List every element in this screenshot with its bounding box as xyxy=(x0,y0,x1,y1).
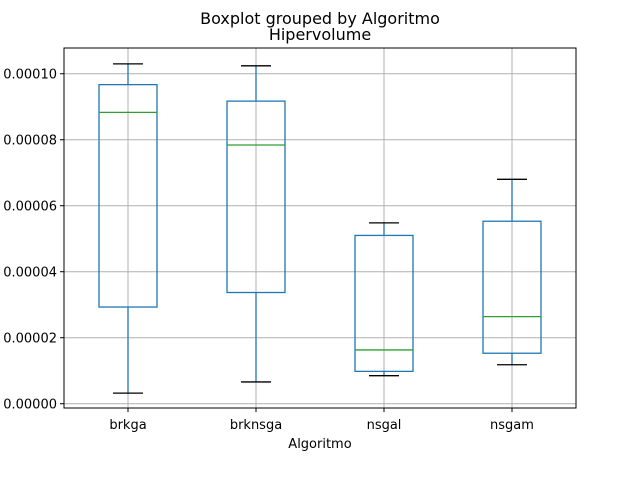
chart-suptitle: Boxplot grouped by Algoritmo xyxy=(200,9,440,28)
box-iqr xyxy=(226,100,286,294)
y-tick-label: 0.00006 xyxy=(3,200,57,215)
box-iqr xyxy=(482,220,542,354)
y-tick-label: 0.00008 xyxy=(3,134,57,149)
y-tick-label: 0.00002 xyxy=(3,332,57,347)
y-tick-label: 0.00000 xyxy=(3,398,57,413)
x-tick-label: nsgal xyxy=(367,418,402,433)
box-iqr xyxy=(354,234,414,373)
axis-ticks: 0.00000 0.00002 0.00004 0.00006 0.00008 0.000… xyxy=(3,68,534,433)
box-iqr xyxy=(98,83,158,308)
x-tick-label: nsgam xyxy=(490,418,534,433)
x-tick-label: brkga xyxy=(109,418,146,433)
chart-title: Hipervolume xyxy=(269,25,371,44)
y-tick-label: 0.00010 xyxy=(3,68,57,83)
x-axis-label: Algoritmo xyxy=(288,437,351,452)
plot-area-frame xyxy=(63,47,577,409)
y-tick-label: 0.00004 xyxy=(3,266,57,281)
x-tick-label: brknsga xyxy=(230,418,282,433)
boxes-group xyxy=(98,63,542,394)
